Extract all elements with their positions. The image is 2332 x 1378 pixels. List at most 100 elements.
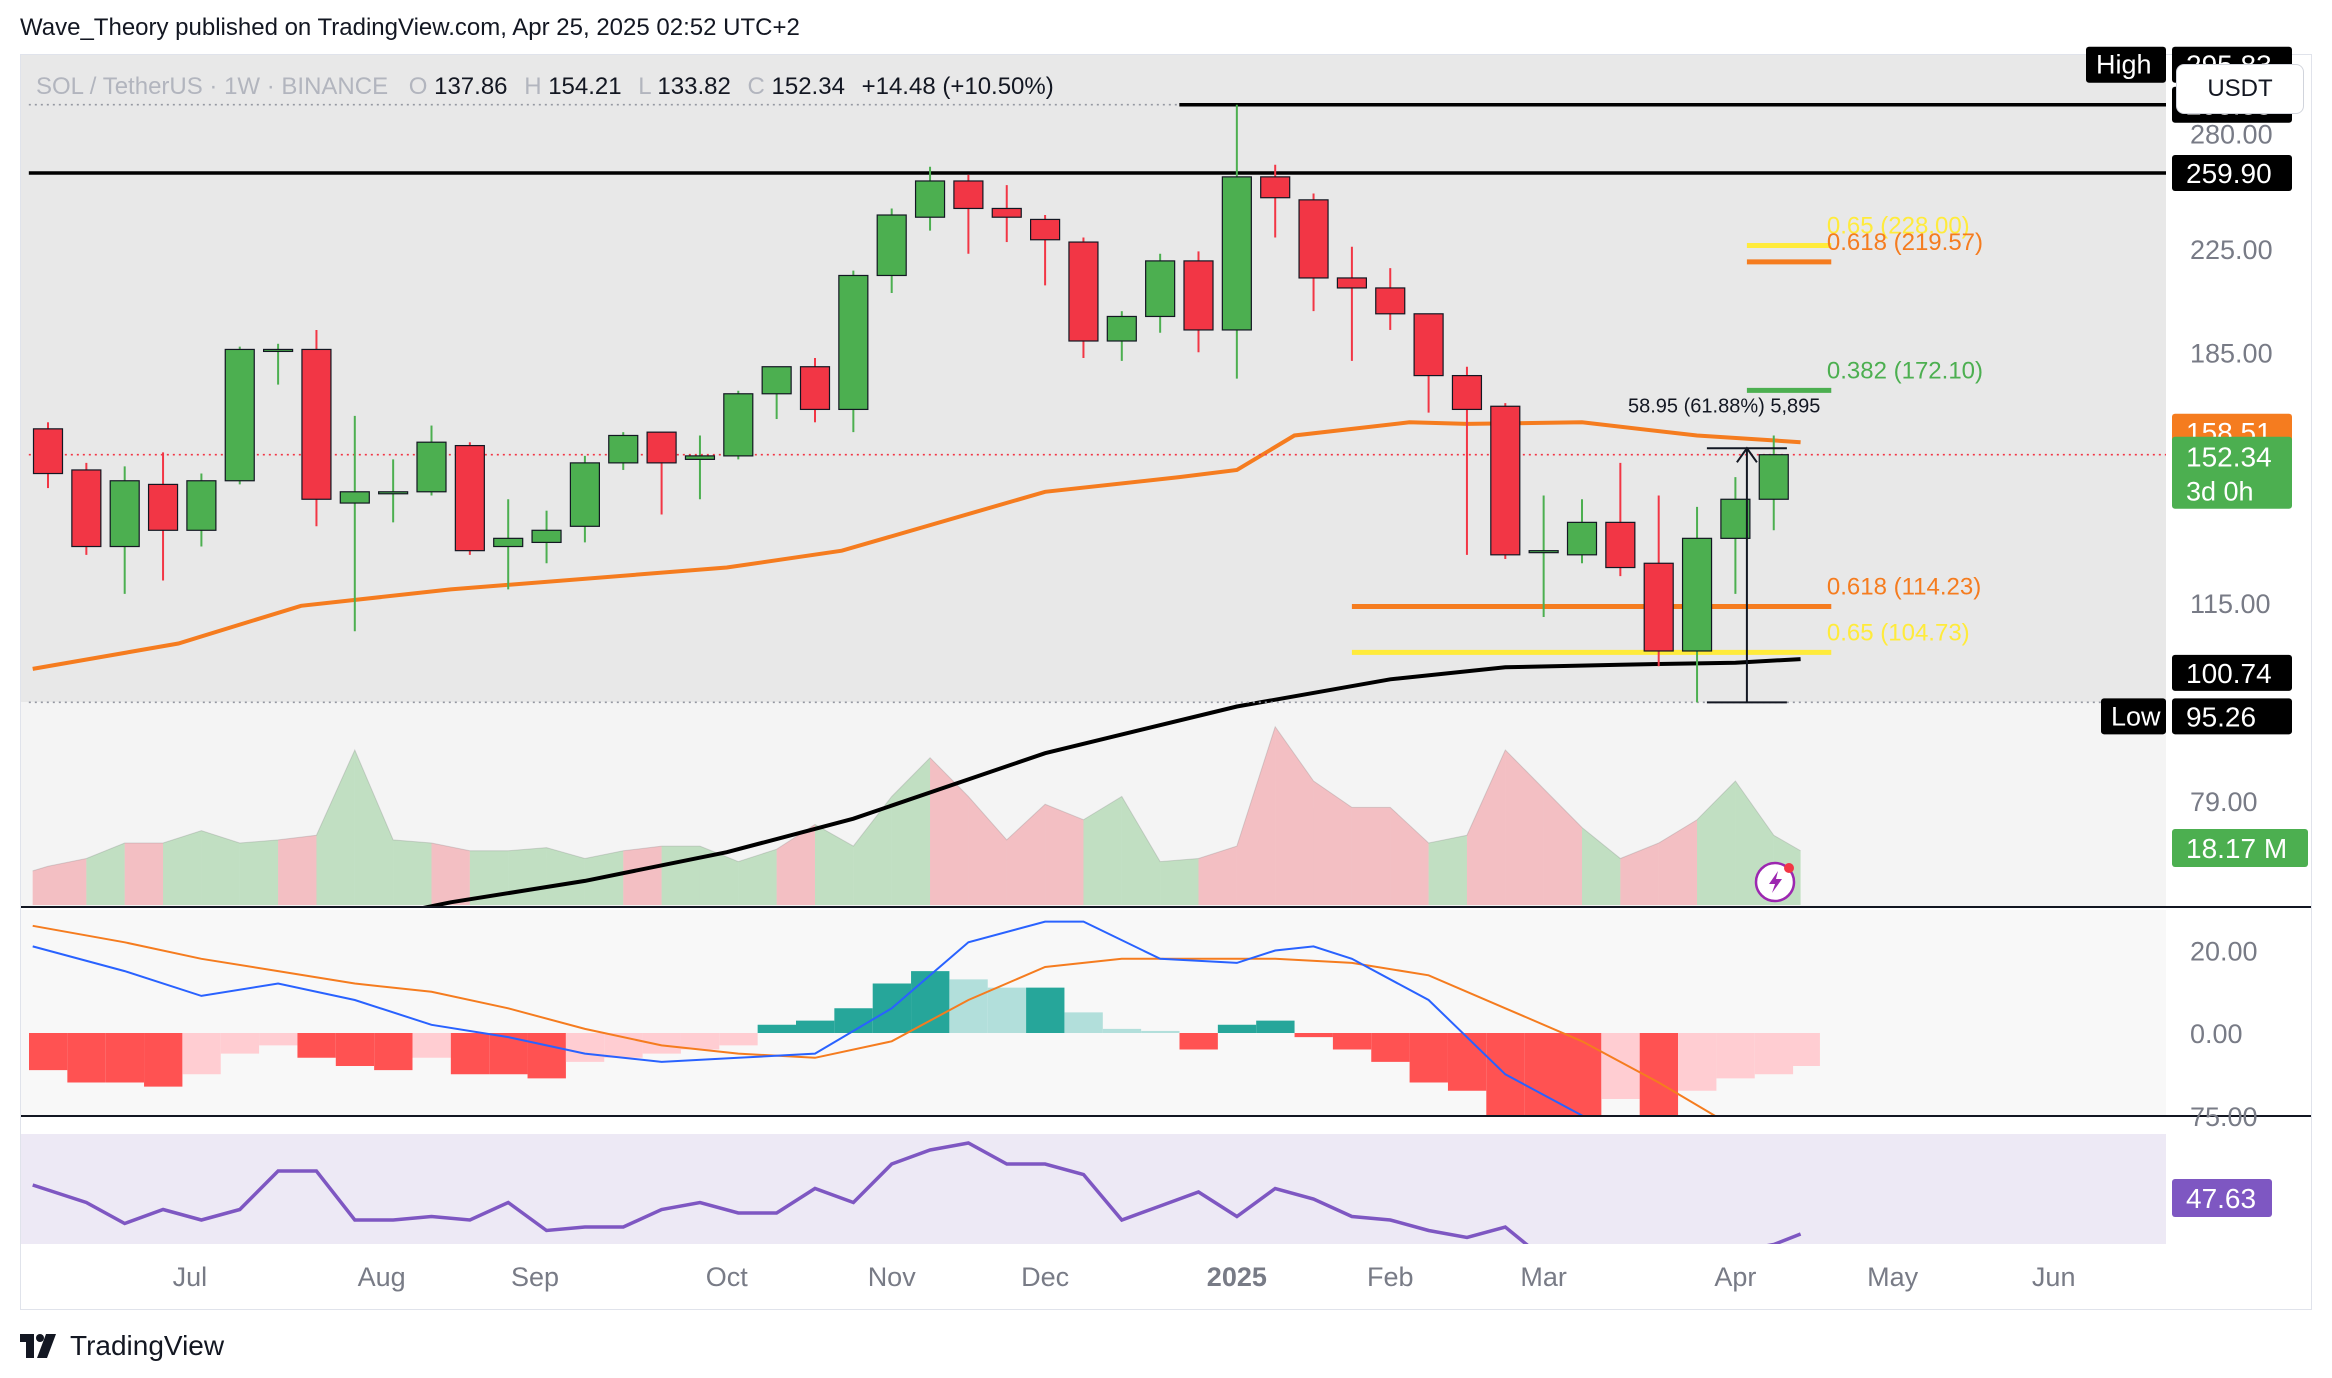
macd-histogram-bar: [297, 1033, 336, 1058]
candle: [799, 358, 831, 423]
macd-tick: 0.00: [2190, 1019, 2243, 1049]
macd-histogram-bar: [105, 1033, 145, 1083]
candle-body: [991, 207, 1022, 218]
candle: [224, 346, 255, 485]
high-label-title-box: [2086, 46, 2166, 83]
legend-close-value: 152.34: [772, 73, 845, 100]
lightning-icon[interactable]: [1754, 861, 1796, 903]
ema200-price-label[interactable]: 100.74: [2172, 654, 2292, 691]
candle-body: [531, 529, 562, 544]
candle-body: [1758, 454, 1789, 500]
macd-histogram-bar: [834, 1008, 873, 1033]
macd-histogram-bar: [144, 1033, 183, 1087]
candle: [1029, 215, 1061, 286]
volume-value-box: [2172, 829, 2308, 867]
candle: [493, 499, 524, 590]
currency-selector-button[interactable]: USDT: [2176, 64, 2304, 114]
time-axis[interactable]: Jul Aug Sep Oct Nov Dec 2025 Feb Mar Apr May Jun: [173, 1262, 2076, 1292]
resistance-price-label[interactable]: 259.90: [2172, 155, 2292, 191]
chart-frame[interactable]: [20, 54, 2312, 1310]
candle: [953, 174, 984, 254]
macd-signal-line: [32, 924, 1716, 1115]
volume-segment: [1582, 827, 1621, 905]
candle-body: [608, 434, 639, 464]
candle: [1298, 193, 1329, 312]
high-label-title: High: [2096, 50, 2152, 80]
volume-segment: [163, 830, 202, 905]
candle-body: [1183, 260, 1214, 331]
candle-body: [71, 469, 102, 548]
macd-histogram-bar: [680, 1033, 720, 1050]
volume-segment: [776, 824, 815, 905]
volume-segment: [930, 757, 969, 905]
candle-body: [109, 480, 140, 548]
volume-segment: [1198, 846, 1237, 905]
fib-065-upper-label: 0.65 (228.00): [1827, 213, 1970, 240]
volume-segment: [1428, 835, 1467, 905]
macd-histogram-bar: [182, 1033, 221, 1075]
macd-histogram-bar: [1332, 1033, 1372, 1050]
macd-histogram-bar: [911, 971, 950, 1033]
tradingview-brand: TradingView: [70, 1330, 225, 1361]
macd-tick: 20.00: [2190, 937, 2258, 967]
volume-segment: [815, 824, 854, 905]
candle: [1643, 495, 1674, 667]
candle-body: [1605, 521, 1636, 569]
candle: [1605, 462, 1636, 577]
candle: [761, 366, 792, 420]
macd-histogram-bar: [796, 1020, 835, 1033]
macd-histogram-bar: [374, 1033, 413, 1071]
time-label: Jul: [173, 1262, 208, 1292]
low-label-text: 95.26: [2186, 701, 2256, 732]
candle-body: [1068, 241, 1099, 342]
volume-segment: [32, 866, 48, 905]
current-price-label[interactable]: 152.34 3d 0h: [2172, 436, 2292, 509]
low-label[interactable]: Low 95.26: [2101, 698, 2292, 735]
volume-segment: [1620, 843, 1659, 905]
volume-segment: [1697, 781, 1736, 905]
candle: [723, 390, 754, 460]
candle: [301, 329, 332, 527]
candle-body: [147, 483, 179, 531]
candle-body: [454, 444, 485, 552]
candle: [1183, 251, 1214, 353]
rsi-value-label[interactable]: 47.63: [2172, 1179, 2272, 1217]
volume-segment: [968, 796, 1007, 905]
time-label: Mar: [1520, 1262, 1567, 1292]
candle-body: [723, 393, 754, 457]
volume-segment: [393, 839, 432, 905]
volume-outline: [32, 725, 1801, 872]
resistance-price-label-text: 259.90: [2186, 158, 2272, 189]
candle-body: [1106, 315, 1137, 342]
candle-body: [1375, 287, 1406, 315]
candle-body: [1681, 537, 1713, 652]
time-label: Jun: [2032, 1262, 2076, 1292]
volume-segment: [48, 858, 87, 905]
volume-segment: [699, 846, 739, 905]
macd-histogram-bar: [259, 1033, 298, 1046]
volume-segment: [1083, 796, 1122, 905]
volume-segment: [1045, 804, 1084, 905]
candle: [876, 208, 907, 294]
candle: [147, 452, 179, 581]
candle: [1221, 104, 1252, 379]
legend-close-label: C: [748, 73, 765, 100]
macd-histogram-bar: [412, 1033, 451, 1058]
tradingview-logo[interactable]: TradingView: [20, 1326, 224, 1366]
volume-segment: [1390, 807, 1429, 905]
candle: [1681, 506, 1713, 703]
volume-area: [32, 725, 1801, 905]
volume-segment: [1505, 750, 1544, 905]
price-tick: 185.00: [2190, 338, 2273, 368]
candle-body: [914, 180, 946, 218]
fib-0618-lower-label: 0.618 (114.23): [1827, 574, 1981, 601]
fib-0382-label: 0.382 (172.10): [1827, 357, 1983, 384]
candle-body: [1490, 405, 1521, 556]
macd-histogram-bar: [1563, 1033, 1602, 1115]
macd-histogram-bar: [1026, 987, 1065, 1033]
volume-value-label[interactable]: 18.17 M: [2172, 829, 2308, 867]
volume-segment: [661, 846, 700, 905]
volume-segment: [201, 830, 240, 905]
chart-canvas[interactable]: 0.65 (228.00)0.618 (219.57) 0.382 (172.10…: [0, 0, 2332, 1320]
volume-segment: [738, 849, 777, 905]
